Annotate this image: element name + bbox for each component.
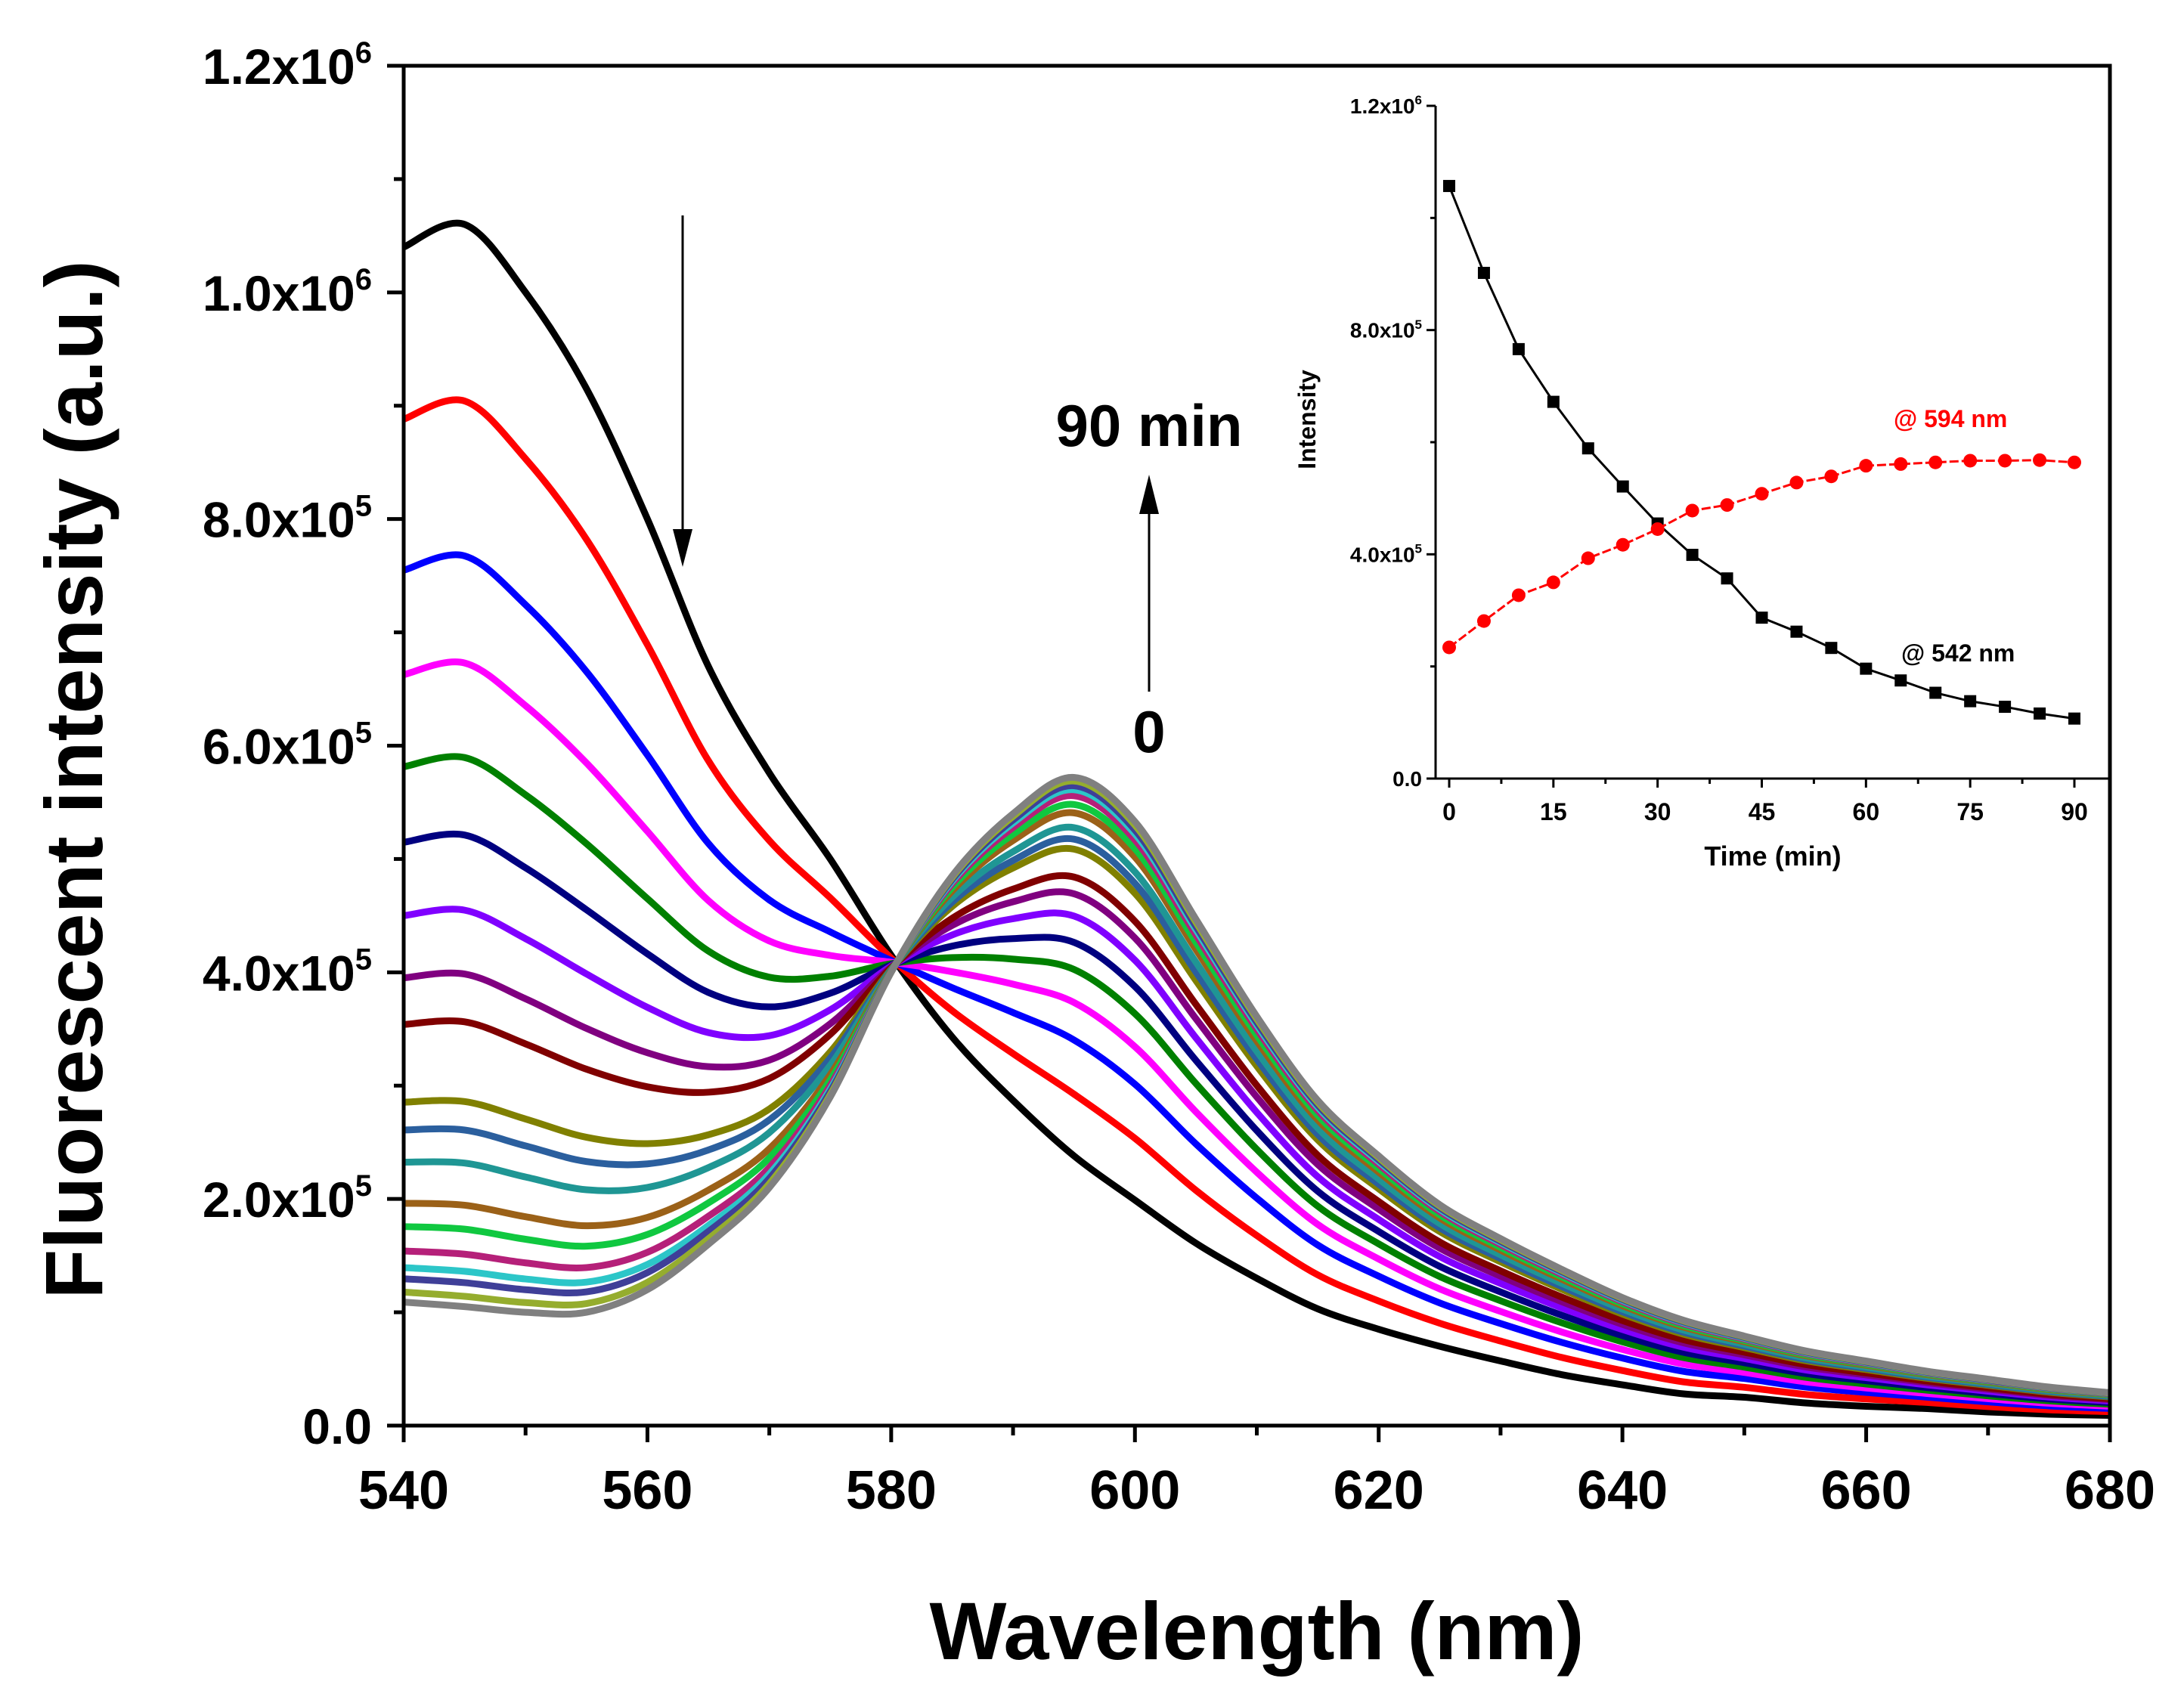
- inset-point-594nm: [1998, 454, 2012, 468]
- inset-point-594nm: [1824, 469, 1839, 484]
- x-tick-label: 540: [358, 1460, 449, 1521]
- inset-x-tick-label: 15: [1540, 798, 1567, 825]
- inset-point-542nm: [1999, 701, 2012, 714]
- inset-point-594nm: [1789, 475, 1804, 490]
- x-tick-label: 600: [1089, 1460, 1180, 1521]
- inset-line-542nm: [1448, 185, 2075, 720]
- y-axis-title: Fluorescent intensity (a.u.): [28, 260, 119, 1299]
- inset-label-542nm: @ 542 nm: [1901, 639, 2015, 667]
- inset-y-tick-label: 1.2x106: [1350, 93, 1422, 118]
- x-tick-label: 580: [846, 1460, 937, 1521]
- inset-x-tick-label: 60: [1853, 798, 1880, 825]
- x-tick-label: 620: [1334, 1460, 1424, 1521]
- up-arrow-head-icon: [1139, 475, 1159, 514]
- inset-point-542nm: [1894, 674, 1907, 687]
- spectrum-line-90-min: [403, 773, 2111, 1397]
- inset-point-542nm: [1860, 662, 1873, 675]
- x-axis-title: Wavelength (nm): [929, 1585, 1584, 1677]
- inset-point-542nm: [1721, 572, 1733, 585]
- inset-point-542nm: [1755, 612, 1768, 624]
- inset-x-tick-label: 0: [1442, 798, 1456, 825]
- y-tick-label: 0.0: [302, 1398, 372, 1454]
- inset-y-axis-title: Intensity: [1293, 370, 1321, 469]
- inset-x-tick-label: 75: [1956, 798, 1984, 825]
- inset-point-594nm: [2033, 453, 2047, 467]
- inset-point-542nm: [1790, 625, 1803, 638]
- y-tick-label: 1.0x106: [203, 263, 372, 321]
- inset-point-594nm: [1476, 614, 1491, 628]
- inset-point-594nm: [1894, 457, 1908, 471]
- y-tick-label: 4.0x105: [203, 943, 372, 1001]
- spectrum-line-0-min: [402, 219, 2111, 1420]
- inset-point-542nm: [2068, 712, 2080, 725]
- inset-x-tick-label: 30: [1644, 798, 1671, 825]
- inset-point-542nm: [1547, 395, 1560, 408]
- inset-point-594nm: [1581, 551, 1595, 565]
- inset-point-542nm: [1443, 180, 1455, 193]
- inset-point-542nm: [1512, 342, 1525, 355]
- inset-point-594nm: [1755, 487, 1769, 501]
- x-tick-label: 640: [1577, 1460, 1668, 1521]
- down-arrow-head-icon: [673, 529, 692, 567]
- spectrum-line-5-min: [402, 396, 2111, 1416]
- inset-y-tick-label: 0.0: [1392, 767, 1422, 791]
- inset-point-594nm: [1859, 459, 1873, 473]
- inset-point-594nm: [1963, 454, 1978, 468]
- annotation-90-min: 90 min: [1055, 392, 1242, 459]
- inset-point-542nm: [1686, 549, 1699, 562]
- inset-point-542nm: [1825, 642, 1838, 655]
- inset-point-594nm: [1720, 498, 1734, 512]
- inset-point-594nm: [2068, 455, 2081, 469]
- inset-point-594nm: [1650, 522, 1665, 536]
- spectrum-line-30-min: [403, 906, 2111, 1405]
- annotation-0-min: 0: [1132, 698, 1165, 765]
- inset-x-axis-title: Time (min): [1704, 841, 1841, 872]
- inset-x-tick-label: 45: [1749, 798, 1776, 825]
- y-tick-label: 2.0x105: [203, 1169, 372, 1228]
- inset-y-tick-label: 4.0x105: [1350, 541, 1422, 566]
- inset-point-542nm: [2034, 707, 2046, 720]
- x-tick-label: 560: [602, 1460, 692, 1521]
- inset-x-tick-label: 90: [2061, 798, 2088, 825]
- inset-point-542nm: [1929, 686, 1942, 699]
- inset-point-542nm: [1964, 695, 1977, 708]
- y-tick-label: 6.0x105: [203, 717, 372, 775]
- inset-point-594nm: [1511, 588, 1526, 602]
- inset-label-594nm: @ 594 nm: [1894, 405, 2007, 432]
- inset-point-594nm: [1442, 640, 1456, 655]
- inset-plot: 0 15 30 45 60 75 90 0.0 4.0x105 8.0x105 1.2x106 Tim…: [1293, 93, 2110, 872]
- spectrum-line-10-min: [402, 551, 2111, 1412]
- plot-frame: [401, 63, 2112, 1428]
- inset-point-594nm: [1546, 575, 1560, 590]
- spectrum-line-40-min: [403, 872, 2111, 1402]
- y-tick-label: 8.0x105: [203, 490, 372, 548]
- spectrum-line-15-min: [402, 658, 2111, 1410]
- inset-point-594nm: [1685, 503, 1699, 518]
- spectrum-line-20-min: [403, 753, 2111, 1408]
- inset-point-542nm: [1616, 480, 1629, 493]
- spectrum-line-25-min: [403, 830, 2111, 1407]
- x-tick-label: 680: [2065, 1460, 2155, 1521]
- inset-point-594nm: [1928, 455, 1943, 469]
- inset-y-tick-label: 8.0x105: [1350, 317, 1422, 342]
- inset-point-542nm: [1477, 267, 1490, 280]
- y-tick-label: 1.2x106: [203, 36, 372, 94]
- main-plot: 540 560 580 600 620 640 660 6800.02.0x1054.0x10…: [28, 36, 2155, 1677]
- inset-point-542nm: [1581, 442, 1594, 455]
- spectrum-line-45-min: [403, 844, 2111, 1401]
- x-tick-label: 660: [1821, 1460, 1912, 1521]
- spectrum-line-60-min: [403, 809, 2111, 1398]
- inset-point-594nm: [1616, 537, 1630, 552]
